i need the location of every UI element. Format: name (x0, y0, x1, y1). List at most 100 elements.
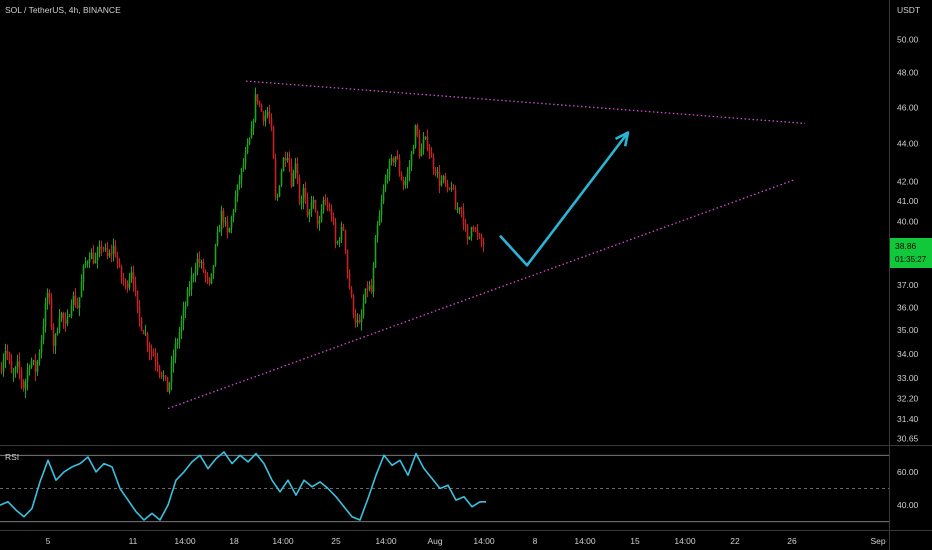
candle-body (142, 330, 145, 335)
candle-body (282, 157, 285, 172)
candle-body (104, 248, 107, 250)
candle-body (382, 188, 385, 203)
candle-body (410, 153, 413, 167)
candle-body (438, 172, 441, 186)
candle-body (140, 318, 143, 331)
candle-body (72, 295, 75, 305)
upper-trendline (245, 80, 806, 125)
candle-body (286, 158, 289, 161)
candle-body (250, 128, 253, 139)
time-tick-label: 26 (787, 536, 797, 546)
candle-body (212, 265, 215, 274)
candle-body (230, 217, 233, 229)
price-tick-label: 37.00 (897, 280, 919, 290)
candle-body (480, 236, 483, 243)
candle-body (132, 272, 135, 285)
candle-body (240, 168, 243, 181)
candle-body (124, 281, 127, 283)
candle-body (372, 267, 375, 293)
candle-body (184, 305, 187, 310)
candle-body (464, 224, 467, 227)
candle-body (84, 262, 87, 266)
candle-body (244, 152, 247, 165)
candle-body (16, 361, 19, 367)
candle-body (384, 178, 387, 189)
candle-body (86, 262, 89, 263)
candle-body (62, 313, 65, 321)
candle-body (482, 242, 485, 245)
candle-body (192, 275, 195, 277)
candle-body (468, 236, 471, 240)
candle-body (26, 370, 29, 382)
price-tick-label: 50.00 (897, 34, 919, 44)
projection-arrow (499, 131, 630, 267)
candle-body (452, 188, 455, 190)
candle-body (264, 115, 267, 122)
candle-body (144, 333, 147, 335)
candle-body (204, 271, 207, 276)
candle-body (34, 360, 37, 372)
rsi-label[interactable]: RSI (5, 452, 19, 462)
time-tick-label: 14:00 (574, 536, 596, 546)
candle-body (6, 350, 9, 354)
candle-body (426, 136, 429, 148)
candle-body (364, 288, 367, 303)
candle-body (10, 360, 13, 373)
candle-body (200, 262, 203, 263)
candle-body (458, 207, 461, 209)
candle-body (50, 298, 53, 327)
candle-body (336, 241, 339, 243)
candle-body (242, 164, 245, 169)
candle-body (312, 200, 315, 203)
candle-body (412, 147, 415, 154)
price-tick-label: 44.00 (897, 139, 919, 149)
candle-body (268, 111, 271, 119)
symbol-title[interactable]: SOL / TetherUS, 4h, BINANCE (5, 5, 121, 15)
time-tick-label: 14:00 (674, 536, 696, 546)
candle-body (30, 361, 33, 367)
time-tick-label: 18 (229, 536, 239, 546)
candle-body (238, 180, 241, 185)
candle-body (262, 111, 265, 122)
candle-body (98, 246, 101, 254)
time-tick-label: 5 (46, 536, 51, 546)
candle-body (232, 210, 235, 218)
candle-body (396, 156, 399, 159)
candle-body (474, 228, 477, 230)
time-tick-label: 8 (533, 536, 538, 546)
candle-body (346, 250, 349, 274)
candle-body (430, 152, 433, 158)
candle-body (258, 101, 261, 105)
candle-body (108, 253, 111, 257)
candle-body (76, 305, 79, 308)
currency-label: USDT (897, 5, 920, 15)
candle-body (100, 246, 103, 249)
candle-body (310, 202, 313, 212)
time-tick-label: 14:00 (272, 536, 294, 546)
candle-body (402, 180, 405, 186)
candle-body (216, 232, 219, 246)
candle-body (386, 175, 389, 179)
price-badge (890, 238, 932, 268)
candle-body (470, 227, 473, 237)
candle-body (352, 295, 355, 315)
candle-body (334, 222, 337, 243)
candle-body (272, 126, 275, 159)
candle-body (390, 158, 393, 161)
candle-body (340, 227, 343, 240)
candle-body (68, 316, 71, 318)
price-tick-label: 30.65 (897, 434, 919, 444)
time-tick-label: Aug (427, 536, 442, 546)
candle-body (478, 234, 481, 237)
candle-body (304, 187, 307, 198)
candle-body (130, 272, 133, 280)
candle-body (182, 309, 185, 322)
candle-body (318, 220, 321, 224)
candle-body (338, 239, 341, 242)
candle-body (4, 350, 7, 361)
time-axis[interactable]: 5 11 14:00 18 14:00 25 14:00 Aug 14:00 8 14:00 15 14… (46, 536, 886, 546)
candle-body (316, 210, 319, 224)
candle-body (170, 363, 173, 383)
